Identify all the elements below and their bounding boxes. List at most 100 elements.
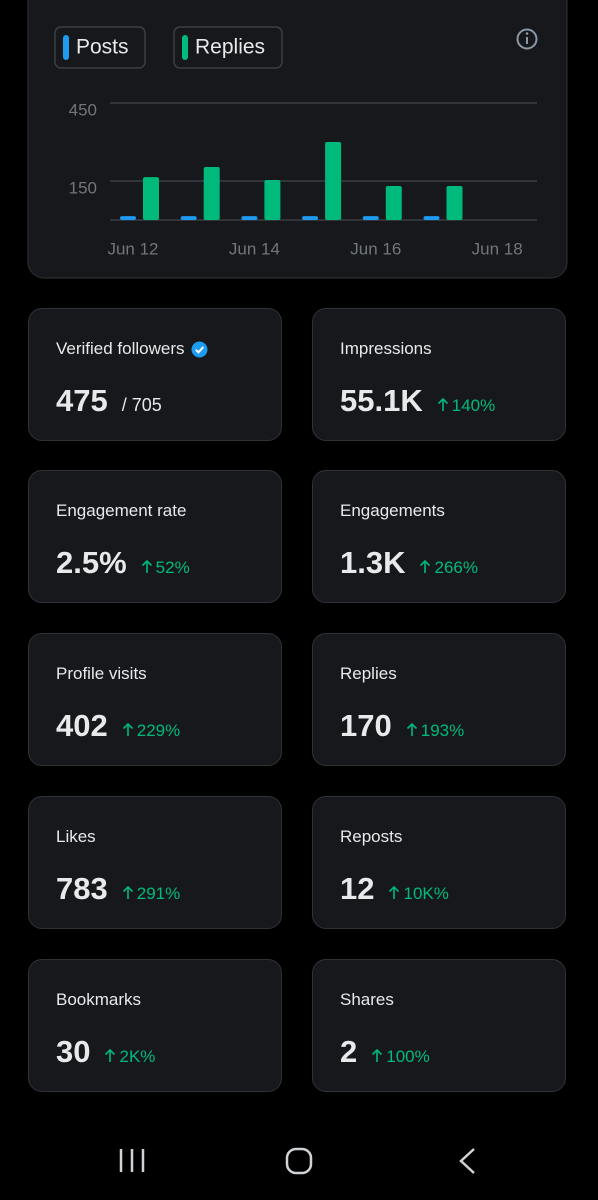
stat-value-row: 2 100% (340, 1034, 430, 1070)
recents-button[interactable] (119, 1149, 145, 1172)
stat-card: Likes 783 291% (28, 796, 282, 929)
bar (120, 216, 136, 220)
stat-change-value: 291% (136, 884, 181, 903)
stat-label: Bookmarks (56, 990, 141, 1010)
legend-label: Replies (195, 36, 265, 59)
stat-label: Impressions (340, 339, 432, 359)
stat-value: 2 (340, 1034, 358, 1069)
stat-change-value: 229% (136, 721, 181, 740)
x-tick-label: Jun 18 (472, 239, 523, 258)
stat-value: 402 (56, 708, 108, 743)
bar (302, 216, 319, 220)
stat-value: 30 (56, 1034, 91, 1069)
y-tick-label: 150 (69, 178, 97, 197)
up-arrow (437, 397, 448, 411)
legend-swatch (63, 35, 69, 60)
bar (203, 166, 220, 220)
stat-change-value: 10K% (403, 884, 449, 903)
legend-label: Posts (76, 36, 129, 59)
stat-card: Verified followers 475 / 705 (28, 308, 282, 441)
stat-value: 2.5% (56, 545, 127, 580)
bar (325, 142, 342, 220)
stat-change: 193% (406, 721, 464, 741)
bar (446, 185, 463, 220)
stat-value-row: 55.1K 140% (340, 383, 495, 419)
stat-value: 783 (56, 871, 108, 906)
stat-change: 291% (122, 884, 180, 904)
up-arrow (372, 1048, 383, 1062)
stat-change-value: 52% (155, 558, 190, 577)
bar (385, 185, 402, 220)
stat-change: 2K% (104, 1047, 155, 1067)
stat-change-value: 140% (451, 396, 496, 415)
stat-value-row: 12 10K% (340, 871, 449, 907)
stat-change-value: 100% (386, 1047, 430, 1066)
stat-change: 100% (371, 1047, 430, 1067)
stat-label: Likes (56, 827, 96, 847)
stat-change: 266% (419, 558, 478, 578)
stat-label: Engagements (340, 501, 445, 521)
bar (423, 216, 440, 220)
stat-card: Engagements 1.3K 266% (312, 470, 566, 603)
stat-change: 52% (141, 558, 190, 578)
bar (362, 216, 379, 220)
stat-change-value: 193% (420, 721, 465, 740)
stat-value: 12 (340, 871, 375, 906)
stat-label: Verified followers (56, 339, 208, 359)
legend-box (54, 26, 146, 69)
info-icon[interactable] (516, 28, 538, 50)
stat-value-row: 402 229% (56, 708, 180, 744)
stat-change-value: 266% (434, 558, 478, 577)
stat-label-text: Shares (340, 990, 394, 1009)
stat-card: Engagement rate 2.5% 52% (28, 470, 282, 603)
x-tick-label: Jun 16 (350, 239, 401, 258)
x-tick-label: Jun 12 (107, 239, 158, 258)
stat-label-text: Bookmarks (56, 990, 142, 1009)
stat-label: Replies (340, 664, 397, 684)
stat-value: 475 (56, 383, 108, 418)
stat-label-text: Verified followers (56, 339, 185, 358)
legend-item[interactable]: Replies (173, 26, 283, 69)
legend-swatch (182, 35, 188, 60)
bar (180, 216, 197, 220)
nav-bar (119, 1147, 475, 1175)
bar (241, 216, 258, 220)
stat-label-text: Impressions (340, 339, 432, 358)
legend-item[interactable]: Posts (54, 26, 146, 69)
bar (143, 177, 159, 220)
home-button[interactable] (285, 1147, 313, 1175)
back-button[interactable] (459, 1148, 475, 1174)
stat-label-text: Reposts (340, 827, 403, 846)
bar (264, 179, 281, 220)
stat-label-text: Replies (340, 664, 397, 683)
stat-label-text: Engagements (340, 501, 445, 520)
stat-change-value: 2K% (119, 1047, 156, 1066)
stat-value-row: 30 2K% (56, 1034, 155, 1070)
chart-card: 150 450 Posts Replies Jun 12 Jun 14 Jun 16 Jun … (27, 0, 568, 279)
stat-card: Reposts 12 10K% (312, 796, 566, 929)
stat-label: Shares (340, 990, 394, 1010)
stat-value: 170 (340, 708, 392, 743)
stat-card: Bookmarks 30 2K% (28, 959, 282, 1092)
stat-total: / 705 (121, 395, 162, 415)
stat-value: 1.3K (340, 545, 406, 580)
verified-badge (191, 341, 208, 358)
x-tick-label: Jun 14 (229, 239, 280, 258)
stat-value-row: 475 / 705 (56, 383, 162, 419)
up-arrow (122, 885, 133, 899)
up-arrow (141, 559, 152, 573)
up-arrow (420, 559, 431, 573)
stat-label-text: Engagement rate (56, 501, 187, 520)
stat-value-row: 1.3K 266% (340, 545, 478, 581)
stat-card: Shares 2 100% (312, 959, 566, 1092)
stat-value-row: 2.5% 52% (56, 545, 190, 581)
stat-card: Profile visits 402 229% (28, 633, 282, 766)
stat-change: 10K% (388, 884, 449, 904)
stat-value: 55.1K (340, 383, 423, 418)
stat-change: 140% (437, 396, 495, 416)
up-arrow (122, 722, 133, 736)
legend-box (173, 26, 283, 69)
stat-label: Engagement rate (56, 501, 186, 521)
stat-label-text: Profile visits (56, 664, 147, 683)
